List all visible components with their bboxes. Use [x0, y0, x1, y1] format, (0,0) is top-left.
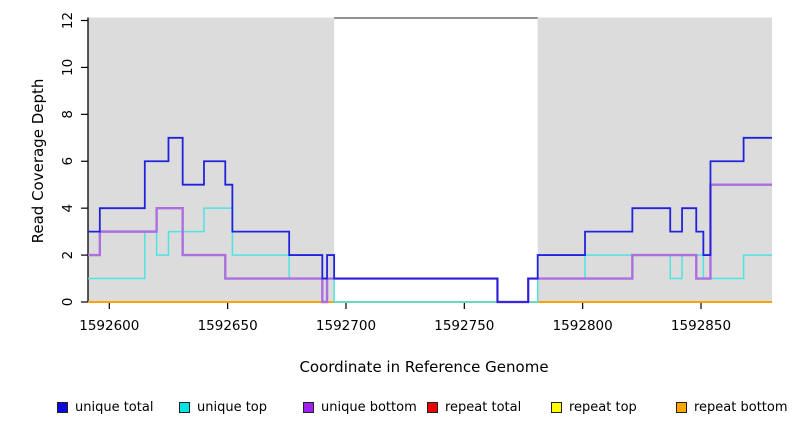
y-tick-label: 8 [60, 110, 76, 119]
legend-label: repeat total [445, 400, 522, 415]
legend-item-unique-total: unique total [57, 400, 153, 415]
x-tick-label: 1592700 [316, 318, 376, 334]
x-tick-label: 1592650 [198, 318, 258, 334]
y-tick-label: 6 [60, 157, 76, 166]
plot-area: 1592600 1592650 1592700 1592750 1592800 15928… [60, 12, 772, 334]
legend-label: unique top [197, 400, 268, 415]
x-tick-label: 1592600 [79, 318, 139, 334]
y-tick-label: 4 [60, 204, 76, 213]
y-tick-label: 2 [60, 251, 76, 260]
x-axis-title: Coordinate in Reference Genome [299, 358, 549, 376]
legend-swatch-icon [676, 402, 687, 413]
y-axis-title: Read Coverage Depth [29, 78, 47, 244]
x-tick-label: 1592800 [553, 318, 613, 334]
legend-swatch-icon [427, 402, 438, 413]
legend-label: unique total [75, 400, 154, 415]
legend-label: repeat bottom [694, 400, 788, 415]
y-tick-label: 10 [60, 59, 76, 76]
legend-swatch-icon [179, 402, 190, 413]
repeat-region-shading [537, 17, 772, 302]
y-tick-label: 12 [60, 12, 76, 29]
legend-label: unique bottom [321, 400, 417, 415]
x-tick-label: 1592850 [671, 318, 731, 334]
series-line-unique-total [88, 136, 772, 303]
legend-swatch-icon [551, 402, 562, 413]
repeat-region-shading [88, 17, 335, 302]
legend-item-repeat-top: repeat top [551, 400, 637, 415]
legend-swatch-icon [303, 402, 314, 413]
x-tick-label: 1592750 [434, 318, 494, 334]
legend-item-unique-top: unique top [179, 400, 267, 415]
y-tick-label: 0 [60, 298, 76, 307]
legend-item-unique-bottom: unique bottom [303, 400, 417, 415]
legend-item-repeat-bottom: repeat bottom [676, 400, 788, 415]
legend-swatch-icon [57, 402, 68, 413]
series-line-unique-bottom [88, 183, 772, 304]
legend-item-repeat-total: repeat total [427, 400, 521, 415]
legend-label: repeat top [569, 400, 637, 415]
